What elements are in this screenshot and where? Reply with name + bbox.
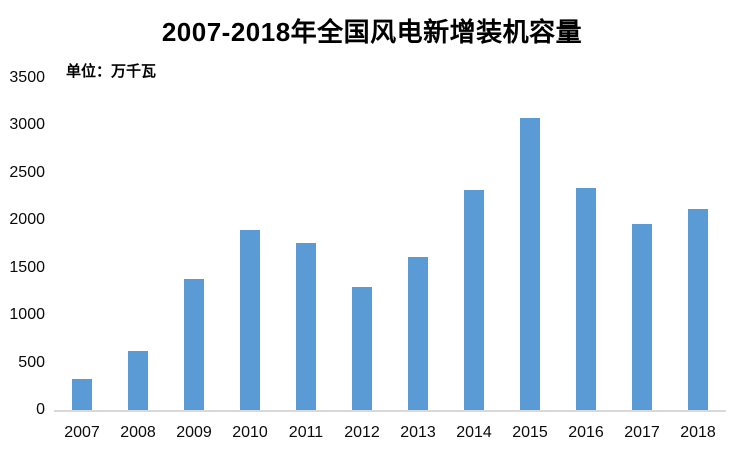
x-axis-line [54, 410, 726, 412]
unit-label: 单位：万千瓦 [66, 63, 157, 80]
y-tick-label-0: 0 [36, 401, 45, 418]
bar-2010 [240, 230, 260, 410]
bar-2012 [352, 287, 372, 410]
x-tick-label-2011: 2011 [288, 424, 324, 441]
x-tick-label-2013: 2013 [400, 424, 436, 441]
x-tick-label-2008: 2008 [120, 424, 156, 441]
y-tick-label-3500: 3500 [9, 69, 45, 86]
bar-2011 [296, 242, 316, 410]
bar-2007 [72, 378, 92, 410]
x-tick-label-2007: 2007 [64, 424, 100, 441]
x-tick-label-2017: 2017 [624, 424, 660, 441]
x-tick-label-2009: 2009 [176, 424, 212, 441]
bar-2016 [576, 188, 596, 410]
bar-2017 [632, 223, 652, 410]
x-tick-label-2012: 2012 [344, 424, 380, 441]
y-tick-label-500: 500 [18, 353, 45, 371]
bar-2009 [184, 279, 204, 410]
chart-title: 2007-2018年全国风电新增装机容量 [161, 17, 583, 47]
bar-2015 [520, 118, 540, 410]
y-tick-label-3000: 3000 [9, 116, 45, 134]
bar-2014 [464, 189, 484, 410]
y-tick-label-2000: 2000 [9, 211, 45, 229]
y-tick-label-1000: 1000 [9, 306, 45, 324]
x-tick-label-2016: 2016 [568, 424, 604, 441]
x-tick-label-2010: 2010 [232, 424, 268, 441]
y-tick-label-2500: 2500 [9, 163, 45, 181]
x-tick-label-2018: 2018 [680, 424, 716, 441]
x-tick-label-2014: 2014 [456, 424, 492, 441]
bar-2013 [408, 257, 428, 410]
x-tick-label-2015: 2015 [512, 424, 548, 441]
bar-2008 [128, 350, 148, 410]
bar-2018 [688, 209, 708, 410]
y-tick-label-1500: 1500 [9, 258, 45, 276]
